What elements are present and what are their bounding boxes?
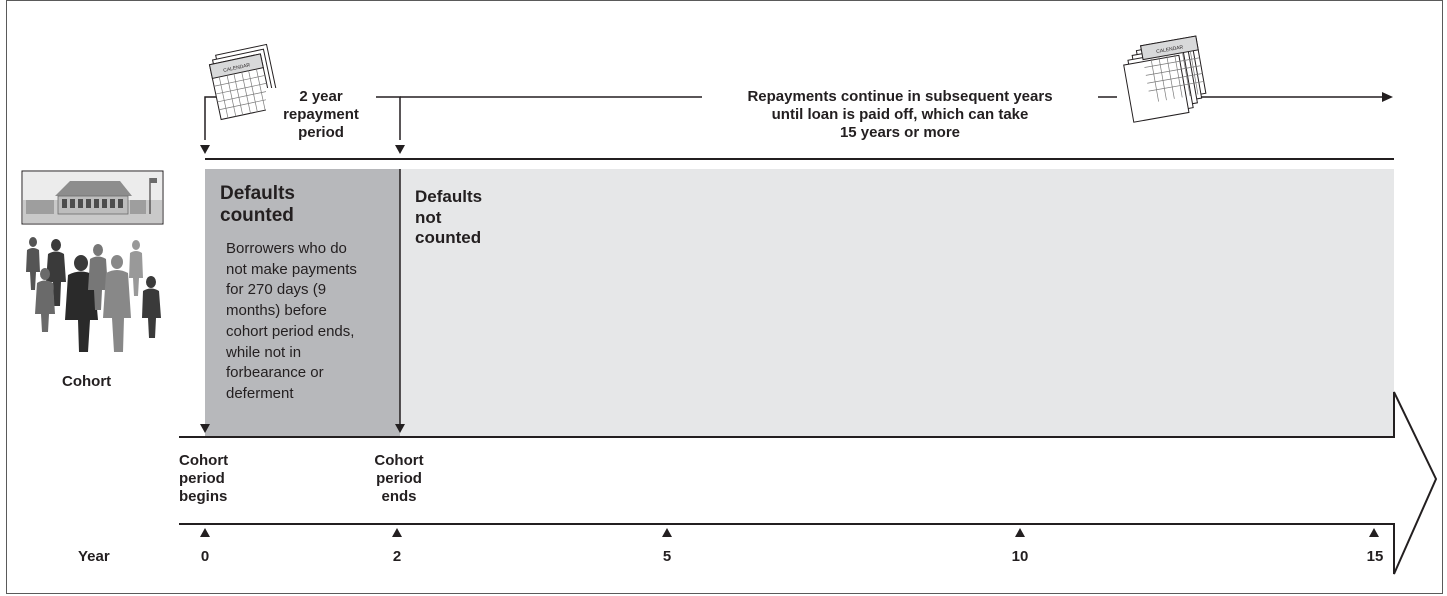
defaults-counted-title-line-1: Defaults [220, 183, 295, 204]
counted-desc-line: not make payments [226, 260, 357, 278]
repayments-continue-line-3: 15 years or more [839, 124, 961, 141]
period-begins-line-3: begins [179, 488, 228, 505]
year-axis-label: Year [78, 548, 110, 565]
counted-desc-line: forbearance or [226, 364, 324, 382]
counted-desc-line: months) before [226, 302, 327, 320]
repayments-continue-line-2: until loan is paid off, which can take [771, 106, 1029, 123]
repayments-continue-label: Repayments continue in subsequent years … [702, 88, 1098, 142]
repayment-period-label: 2 year repayment period [266, 88, 376, 142]
figure-frame [6, 0, 1443, 594]
counted-desc-line: Borrowers who do [226, 240, 347, 257]
period-ends-line-1: Cohort [374, 452, 424, 469]
calendar-stack-icon: CALENDAR [1123, 35, 1207, 123]
year-label-15: 15 [1366, 548, 1384, 565]
year-tick-5 [662, 528, 672, 537]
repayment-period-line-3: period [298, 124, 344, 141]
counted-desc-line: while not in [226, 343, 302, 361]
counted-desc-line: cohort period ends, [226, 322, 355, 340]
cohort-period-ends-label: Cohort period ends [359, 452, 439, 506]
counted-desc-line: for 270 days (9 [226, 281, 327, 299]
period-ends-line-2: period [376, 470, 422, 487]
year-label-10: 10 [1011, 548, 1029, 565]
year-tick-15 [1369, 528, 1379, 537]
repayment-period-line-1: 2 year [299, 88, 343, 105]
cohort-people-icon [26, 237, 161, 352]
continuation-arrowhead [1382, 92, 1393, 102]
defaults-counted-title-line-2: counted [220, 205, 294, 226]
year-tick-0 [200, 528, 210, 537]
period-big-arrow [179, 391, 1438, 575]
period-begins-line-2: period [179, 470, 225, 487]
school-building-icon [21, 170, 164, 225]
period-begins-line-1: Cohort [179, 452, 229, 469]
year-label-5: 5 [662, 548, 672, 565]
defaults-counted-description: Borrowers who do not make payments for 2… [226, 239, 398, 405]
defaults-not-counted-region [400, 169, 1394, 437]
year-label-2: 2 [392, 548, 402, 565]
defaults-not-counted-title: Defaults not counted [415, 187, 482, 249]
repayments-continue-line-1: Repayments continue in subsequent years [747, 88, 1053, 105]
year-tick-2 [392, 528, 402, 537]
not-counted-line-2: not [415, 207, 442, 227]
cohort-label: Cohort [62, 373, 112, 390]
year-tick-10 [1015, 528, 1025, 537]
cohort-period-begins-label: Cohort period begins [179, 452, 228, 506]
calendar-icon-label: CALENDAR [223, 62, 251, 74]
year-label-0: 0 [200, 548, 210, 565]
bracket-arrow-end [395, 145, 405, 154]
period-ends-line-3: ends [381, 488, 417, 505]
repayment-period-line-2: repayment [283, 106, 359, 123]
not-counted-line-3: counted [415, 228, 482, 247]
bracket-arrow-start [200, 145, 210, 154]
divider-arrow-start [200, 424, 210, 433]
calendar-stack-icon-label: CALENDAR [1156, 44, 1184, 55]
defaults-counted-title: Defaults counted [220, 183, 295, 227]
divider-arrow-end [395, 424, 405, 433]
counted-desc-line: deferment [226, 384, 294, 402]
calendar-icon: CALENDAR [208, 43, 279, 121]
year-ticks [200, 528, 1379, 537]
not-counted-line-1: Defaults [415, 187, 483, 206]
defaults-counted-region [205, 169, 400, 437]
